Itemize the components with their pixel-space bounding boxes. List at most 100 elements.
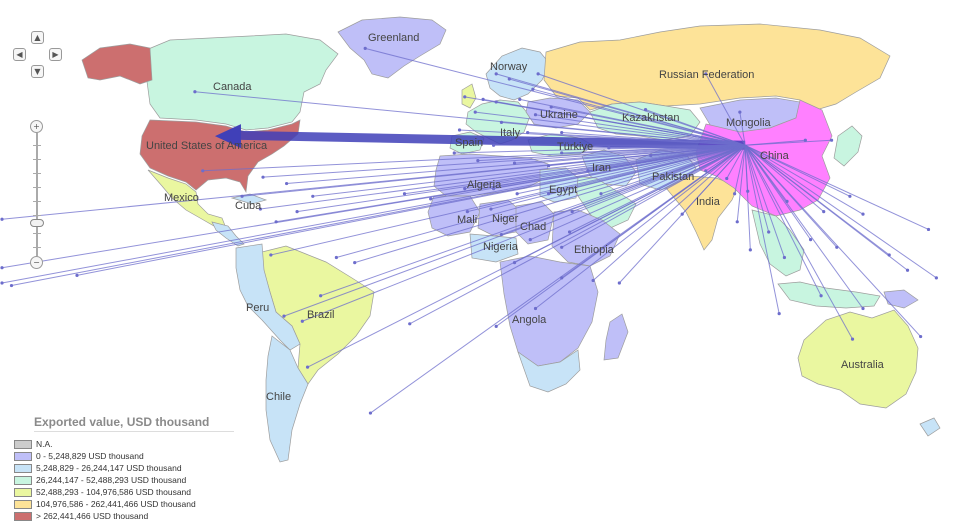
pan-left-button[interactable]: ◀ [13,48,26,61]
flow-endpoint [617,281,621,285]
country-alaska[interactable] [81,43,153,85]
country-central-africa[interactable] [499,255,599,367]
flow-line [561,132,746,146]
flow-line [365,47,746,146]
flow-endpoint [353,261,357,265]
flow-endpoint [850,337,855,341]
label-chad: Chad [520,221,546,233]
legend-item-class-3: 26,244,147 - 52,488,293 USD thousand [14,474,244,486]
flow-line [744,144,937,279]
country-uk[interactable] [461,83,477,109]
flow-endpoint [494,72,498,76]
flow-line [11,144,746,287]
flow-line [592,144,746,281]
country-madagascar[interactable] [603,313,629,361]
flow-endpoint [494,324,498,328]
country-new-zealand[interactable] [919,417,941,437]
flow-endpoint [738,110,742,114]
flow-line [262,144,746,178]
flow-line [501,121,746,146]
legend-item-na: N.A. [14,438,244,450]
flow-endpoint [518,97,522,101]
flow-endpoint [319,294,323,298]
country-russia[interactable] [543,23,891,111]
flow-line [477,144,746,162]
country-chile[interactable] [265,335,309,463]
country-nigeria[interactable] [469,233,519,263]
flow-line [548,144,746,167]
flow-line [744,144,922,337]
flow-endpoint [861,212,865,216]
zoom-tick [33,233,41,234]
pan-right-button[interactable]: ▶ [49,48,62,61]
flow-endpoint [261,175,265,179]
zoom-in-button[interactable]: + [30,120,43,133]
label-pakistan: Pakistan [652,171,694,183]
zoom-slider[interactable] [30,133,44,256]
flow-endpoint [905,268,910,272]
flow-endpoint [725,176,729,181]
country-scandinavia[interactable] [485,47,551,101]
flow-endpoint [512,261,517,265]
flow-endpoint [567,230,572,234]
country-southeast-asia[interactable] [751,209,805,277]
flow-endpoint [733,192,737,196]
zoom-tick [33,145,41,146]
flow-endpoint [803,138,807,142]
flow-endpoint [463,95,467,99]
flow-line [409,144,746,325]
country-indonesia[interactable] [777,281,881,309]
country-japan[interactable] [833,125,863,167]
countries-layer [81,16,941,463]
zoom-out-button[interactable]: − [30,256,43,269]
label-mali: Mali [457,214,477,226]
flow-endpoint [533,113,538,117]
flow-endpoint [429,197,433,201]
flow-endpoint [591,278,595,283]
pan-up-button[interactable]: ▲ [31,31,44,44]
flow-endpoint [643,108,648,112]
flow-line [302,144,746,322]
legend-swatch [14,439,32,449]
country-papua-new-guinea[interactable] [883,289,919,309]
flow-line [734,145,746,194]
flow-line [1,144,746,220]
country-mexico[interactable] [147,169,227,229]
label-angola: Angola [512,314,547,326]
flow-line [1,144,746,284]
label-greenland: Greenland [368,32,419,44]
legend-label: 104,976,586 - 262,441,466 USD thousand [36,499,196,509]
label-brazil: Brazil [307,309,335,321]
zoom-slider-handle[interactable] [30,219,44,227]
label-niger: Niger [492,213,519,225]
flow-endpoint [767,230,771,234]
country-south-africa[interactable] [517,349,581,393]
country-india[interactable] [665,175,739,251]
flow-line [744,145,751,250]
flow-endpoint [531,87,535,91]
flow-line [548,144,746,195]
country-south-america-west[interactable] [235,243,301,351]
label-algeria: Algeria [467,179,502,191]
country-australia[interactable] [797,309,919,409]
label-nigeria: Nigeria [483,241,519,253]
country-arabia[interactable] [571,175,637,231]
flow-endpoint [547,192,551,196]
flow-endpoint [583,146,587,150]
legend-item-class-2: 5,248,829 - 26,244,147 USD thousand [14,462,244,474]
legend-items: N.A. 0 - 5,248,829 USD thousand 5,248,82… [14,438,244,522]
flow-line [744,145,780,314]
flow-line [739,112,746,146]
flow-endpoint [0,281,4,285]
flow-endpoint [489,207,493,211]
legend-title: Exported value, USD thousand [34,415,234,432]
flow-line [744,144,908,271]
legend-label: > 262,441,466 USD thousand [36,511,149,521]
flow-endpoint [9,283,14,288]
flow-endpoint [536,72,540,76]
country-greenland[interactable] [337,16,447,79]
flow-endpoint [560,130,564,135]
flow-endpoint [934,276,938,280]
pan-down-button[interactable]: ▼ [31,65,44,78]
